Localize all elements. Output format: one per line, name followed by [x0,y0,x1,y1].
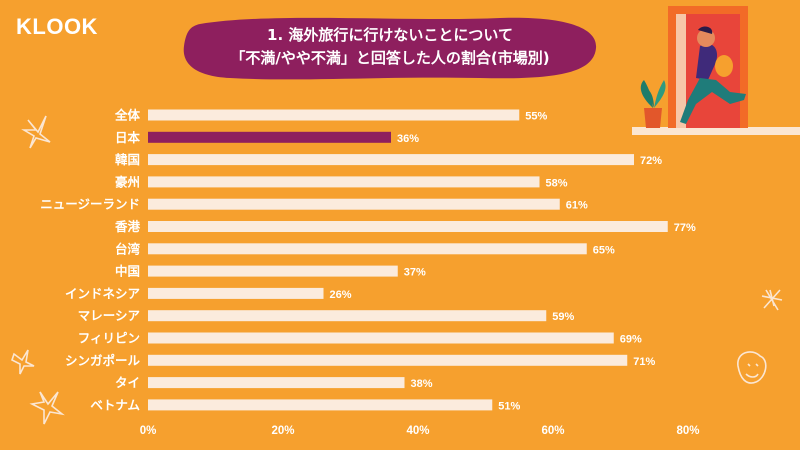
face-doodle [737,351,767,384]
bar [148,354,628,366]
shelf [632,127,800,135]
category-label: 台湾 [115,241,141,256]
plant-leaf [654,80,666,108]
bar [148,265,398,277]
data-label: 38% [411,378,433,390]
bar [148,377,405,389]
bar [148,399,493,411]
category-label: 全体 [114,108,141,123]
highlight-bar [148,131,391,143]
person-bag [715,55,733,77]
star-doodle [21,115,51,149]
category-label: フィリピン [78,331,140,346]
category-label: ベトナム [90,397,140,412]
chart-title: 1. 海外旅行に行けないことについて 「不満/やや不満」と回答した人の割合(市場… [180,24,600,70]
bar [148,310,547,322]
category-label: ニュージーランド [40,197,140,212]
data-label: 69% [620,334,642,346]
door-edge [676,14,686,128]
data-label: 51% [498,400,520,412]
klook-logo: KLOOK [16,14,98,39]
title-banner [183,17,597,80]
bar [148,221,668,232]
x-tick-label: 20% [271,425,294,437]
bar [148,176,540,188]
person-legs [680,78,746,124]
category-label: 日本 [115,130,141,145]
plant-leaf [646,88,654,108]
category-label: 中国 [115,264,140,279]
star-doodle [11,349,35,375]
bar [148,332,614,344]
category-label: 香港 [114,219,141,234]
person-body [696,43,718,80]
x-tick-label: 0% [140,425,157,437]
bar [148,287,324,299]
category-label: インドネシア [65,286,140,301]
category-label: タイ [115,375,140,390]
star-doodle [29,391,65,425]
category-label: シンガポール [65,353,141,368]
data-label: 77% [674,222,696,234]
bar [148,198,560,210]
data-label: 71% [633,356,655,368]
data-label: 36% [397,133,419,145]
data-label: 59% [552,311,574,323]
data-label: 65% [593,244,615,256]
plant-pot [644,108,662,128]
bar [148,243,587,255]
data-label: 61% [566,200,588,212]
data-label: 55% [525,111,547,123]
category-label: マレーシア [78,308,140,323]
bar [148,109,520,121]
x-tick-label: 60% [541,425,564,437]
plant-leaf [640,80,653,108]
x-tick-label: 40% [406,425,429,437]
bar [148,154,634,166]
chart-title-line-1: 1. 海外旅行に行けないことについて [267,26,513,44]
data-label: 72% [640,155,662,167]
category-label: 豪州 [115,174,140,189]
data-label: 26% [330,289,352,301]
chart-title-line-2: 「不満/やや不満」と回答した人の割合(市場別) [230,49,550,67]
sparkle-doodle [761,289,783,311]
category-label: 韓国 [115,152,140,167]
x-tick-label: 80% [676,425,699,437]
person-hair [698,26,713,34]
data-label: 37% [404,267,426,279]
data-label: 58% [546,177,568,189]
